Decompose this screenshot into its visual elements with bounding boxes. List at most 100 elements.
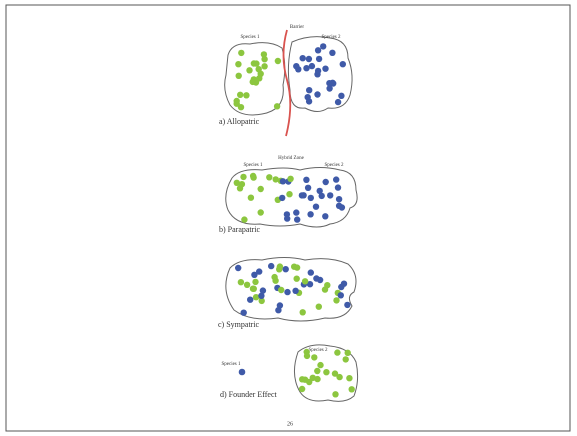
- individual: [286, 191, 292, 197]
- individual: [236, 73, 242, 79]
- individual: [327, 192, 333, 198]
- individual: [303, 65, 309, 71]
- individual: [323, 369, 329, 375]
- individual: [315, 47, 321, 53]
- caption: c) Sympatric: [218, 320, 260, 329]
- founder-individual: [239, 369, 246, 376]
- individual: [346, 375, 352, 381]
- individual: [300, 309, 306, 315]
- individual: [305, 185, 311, 191]
- individual: [261, 56, 267, 62]
- individual: [335, 184, 341, 190]
- individual: [256, 66, 262, 72]
- individual: [260, 287, 266, 293]
- individual: [304, 353, 310, 359]
- individual: [258, 209, 264, 215]
- individual: [266, 174, 272, 180]
- individual: [308, 269, 314, 275]
- individual: [335, 99, 341, 105]
- individual: [333, 176, 339, 182]
- individual: [329, 50, 335, 56]
- individual: [322, 213, 328, 219]
- caption: d) Founder Effect: [220, 390, 278, 399]
- individual: [323, 179, 329, 185]
- individual: [252, 279, 258, 285]
- individual: [293, 209, 299, 215]
- individual: [306, 56, 312, 62]
- individual: [336, 196, 342, 202]
- individual: [300, 192, 306, 198]
- individual: [239, 181, 245, 187]
- caption: b) Parapatric: [219, 225, 261, 234]
- individual: [275, 307, 281, 313]
- individual: [240, 174, 246, 180]
- individual: [256, 75, 262, 81]
- individual: [311, 354, 317, 360]
- individual: [241, 310, 247, 316]
- page-number: 26: [287, 421, 293, 427]
- individual: [274, 103, 280, 109]
- individual: [294, 264, 300, 270]
- individual: [284, 289, 290, 295]
- page: Species 1 Barrier Species 2 a) Allopatri…: [0, 0, 577, 436]
- individual: [314, 376, 320, 382]
- individual: [238, 50, 244, 56]
- individual: [306, 87, 312, 93]
- label: Species 1: [240, 35, 260, 40]
- individual: [247, 297, 253, 303]
- individual: [344, 302, 350, 308]
- individual: [320, 43, 326, 49]
- individual: [338, 292, 344, 298]
- individual: [302, 278, 308, 284]
- label: Species 2: [308, 348, 328, 353]
- individual: [338, 284, 344, 290]
- individual: [256, 268, 262, 274]
- label: Barrier: [290, 25, 304, 30]
- individual: [336, 374, 342, 380]
- individual: [251, 60, 257, 66]
- individual: [278, 287, 284, 293]
- individual: [317, 362, 323, 368]
- individual: [333, 297, 339, 303]
- individual: [234, 101, 240, 107]
- individual: [273, 176, 279, 182]
- label: Hybrid Zone: [278, 156, 304, 161]
- individual: [244, 282, 250, 288]
- individual: [293, 63, 299, 69]
- individual: [338, 93, 344, 99]
- individual: [271, 274, 277, 280]
- individual: [315, 68, 321, 74]
- individual: [237, 92, 243, 98]
- label: Species 1: [243, 163, 263, 168]
- individual: [250, 173, 256, 179]
- individual: [332, 391, 338, 397]
- individual: [261, 63, 267, 69]
- individual: [250, 286, 256, 292]
- individual: [345, 350, 351, 356]
- individual: [314, 368, 320, 374]
- label: Species 2: [324, 163, 344, 168]
- individual: [283, 266, 289, 272]
- label: Species 2: [321, 35, 341, 40]
- individual: [275, 58, 281, 64]
- individual: [268, 263, 274, 269]
- individual: [313, 204, 319, 210]
- individual: [246, 67, 252, 73]
- individual: [324, 282, 330, 288]
- individual: [292, 288, 298, 294]
- individual: [329, 80, 335, 86]
- caption: a) Allopatric: [219, 117, 260, 126]
- individual: [303, 177, 309, 183]
- individual: [314, 91, 320, 97]
- individual: [316, 304, 322, 310]
- individual: [238, 279, 244, 285]
- individual: [235, 61, 241, 67]
- individual: [340, 61, 346, 67]
- individual: [326, 85, 332, 91]
- individual: [287, 176, 293, 182]
- individual: [258, 186, 264, 192]
- individual: [317, 188, 323, 194]
- individual: [279, 195, 285, 201]
- individual: [336, 203, 342, 209]
- individual: [294, 216, 300, 222]
